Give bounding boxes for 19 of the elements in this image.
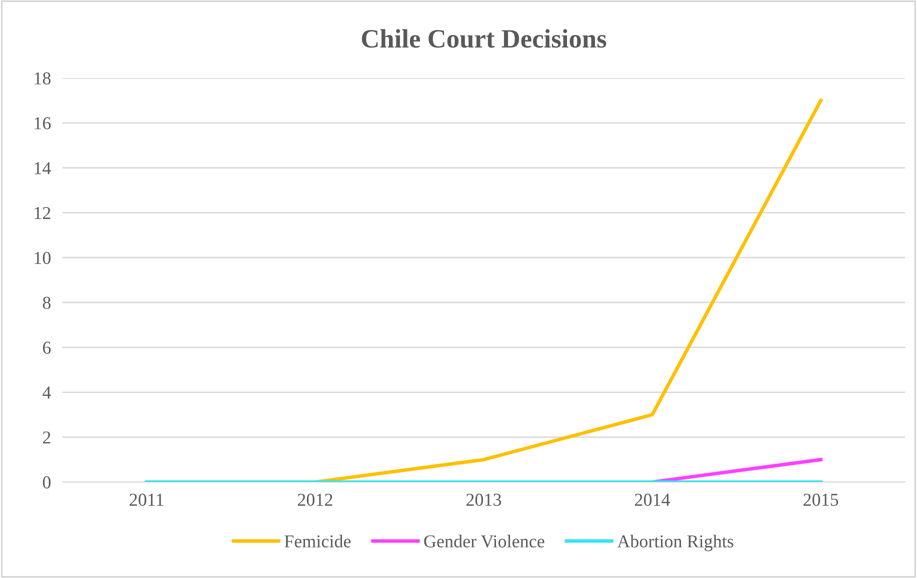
y-tick-label: 8 (42, 296, 51, 309)
x-tick-label: 2012 (298, 494, 332, 506)
chart-title: Chile Court Decisions (362, 29, 606, 48)
legend-label: Abortion Rights (617, 534, 734, 552)
y-tick-label: 10 (34, 252, 51, 264)
x-tick-label: 2011 (130, 494, 164, 506)
y-tick-label: 18 (34, 72, 51, 84)
x-tick-label: 2014 (635, 494, 670, 506)
y-tick-label: 0 (42, 476, 51, 488)
y-tick-label: 16 (34, 117, 51, 130)
x-tick-label: 2013 (466, 494, 502, 506)
y-tick-label: 14 (34, 162, 51, 174)
legend-label: Femicide (284, 534, 351, 548)
y-tick-label: 2 (43, 431, 50, 444)
legend-label: Gender Violence (424, 534, 544, 548)
y-tick-label: 12 (34, 207, 50, 219)
x-tick-label: 2015 (804, 494, 838, 506)
y-tick-label: 6 (42, 342, 51, 354)
y-tick-label: 4 (42, 386, 51, 399)
